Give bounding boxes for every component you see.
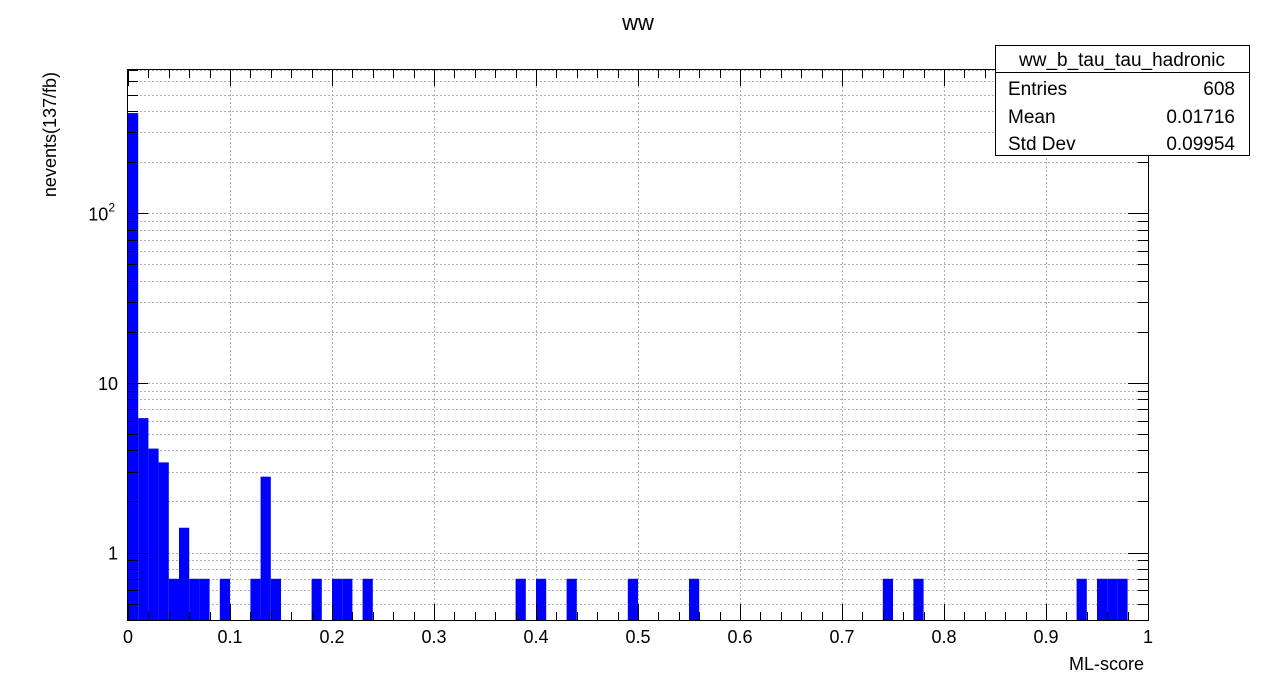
histogram-bar — [168, 578, 179, 620]
x-tick-label: 0.4 — [523, 627, 548, 647]
histogram-bar — [250, 578, 261, 620]
y-tick-label: 10 — [98, 374, 118, 394]
x-tick-label: 0.7 — [829, 627, 854, 647]
x-tick-label: 0 — [123, 627, 133, 647]
histogram-bar — [158, 462, 169, 620]
stats-box: ww_b_tau_tau_hadronic Entries 608 Mean 0… — [995, 45, 1250, 156]
stats-mean-label: Mean — [1008, 107, 1056, 128]
stats-stddev-value: 0.09954 — [1166, 134, 1235, 155]
stats-mean-value: 0.01716 — [1166, 107, 1235, 128]
histogram-bar — [128, 113, 139, 620]
histogram-bar — [689, 578, 700, 620]
y-axis-label: nevents(137/fb) — [40, 72, 60, 197]
plot-frame — [127, 69, 1149, 621]
x-tick-label: 0.5 — [625, 627, 650, 647]
chart-title: ww — [621, 10, 654, 35]
histogram-bar — [515, 578, 526, 620]
histogram-bar — [342, 578, 353, 620]
x-tick-label: 0.9 — [1033, 627, 1058, 647]
histogram-bar — [148, 448, 159, 620]
histogram-bar — [913, 578, 924, 620]
histogram-bars — [128, 113, 1128, 620]
x-axis-label: ML-score — [1069, 654, 1144, 674]
x-tick-label: 0.2 — [319, 627, 344, 647]
axis-ticks — [128, 70, 1149, 621]
histogram-bar — [1097, 578, 1108, 620]
x-tick-label: 0.3 — [421, 627, 446, 647]
histogram-bar — [199, 578, 210, 620]
stats-entries-value: 608 — [1203, 79, 1235, 100]
stats-stddev-label: Std Dev — [1008, 134, 1076, 155]
y-tick-label-exponent: 2 — [108, 200, 115, 214]
histogram-bar — [362, 578, 373, 620]
stats-box-frame — [995, 45, 1250, 156]
histogram-bar — [189, 578, 200, 620]
y-tick-label-base: 1 — [108, 544, 118, 564]
histogram-bar — [270, 578, 281, 620]
histogram-bar — [1107, 578, 1118, 620]
histogram-bar — [311, 578, 322, 620]
histogram-bar — [566, 578, 577, 620]
y-tick-label: 1 — [108, 544, 118, 564]
histogram-bar — [536, 578, 547, 620]
x-tick-label: 0.1 — [217, 627, 242, 647]
x-tick-label: 1 — [1143, 627, 1153, 647]
histogram-bar — [260, 476, 271, 620]
histogram-bar — [179, 527, 190, 620]
stats-entries-label: Entries — [1008, 79, 1067, 100]
x-tick-label: 0.8 — [931, 627, 956, 647]
y-tick-label-base: 10 — [88, 204, 108, 224]
y-tick-label-base: 10 — [98, 374, 118, 394]
stats-box-title: ww_b_tau_tau_hadronic — [1018, 50, 1225, 71]
grid — [128, 70, 1148, 621]
x-tick-label: 0.6 — [727, 627, 752, 647]
histogram-bar — [219, 578, 230, 620]
histogram-bar — [627, 578, 638, 620]
histogram-bar — [138, 418, 149, 620]
y-tick-label: 102 — [88, 200, 115, 224]
histogram-bar — [882, 578, 893, 620]
histogram-bar — [1076, 578, 1087, 620]
x-tick-labels: 0 0.1 0.2 0.3 0.4 0.5 0.6 0.7 0.8 0.9 1 — [123, 627, 1153, 647]
histogram-bar — [332, 578, 343, 620]
histogram-bar — [1117, 578, 1128, 620]
